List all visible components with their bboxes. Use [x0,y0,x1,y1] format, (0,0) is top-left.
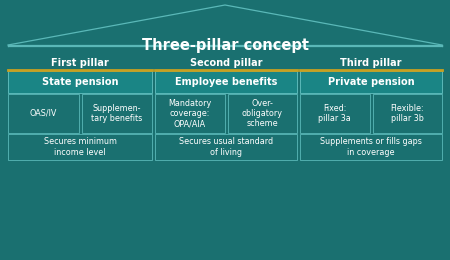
Bar [8,94,78,133]
Text: Supplemen-
tary benefits: Supplemen- tary benefits [91,104,142,123]
Text: Mandatory
coverage:
OPA/AIA: Mandatory coverage: OPA/AIA [168,99,212,128]
Text: OAS/IV: OAS/IV [30,109,57,118]
Bar [155,71,297,93]
Text: Second pillar: Second pillar [190,58,262,68]
Text: Flexible:
pillar 3b: Flexible: pillar 3b [391,104,424,123]
Text: Fixed:
pillar 3a: Fixed: pillar 3a [319,104,351,123]
Text: Employee benefits: Employee benefits [175,77,277,87]
Text: State pension: State pension [42,77,118,87]
Text: Third pillar: Third pillar [340,58,402,68]
Bar [300,134,442,160]
Bar [155,94,225,133]
Bar [228,94,297,133]
Bar [155,134,297,160]
Text: Secures usual standard
of living: Secures usual standard of living [179,137,273,157]
Text: Secures minimum
income level: Secures minimum income level [44,137,117,157]
Bar [300,94,369,133]
Bar [8,134,152,160]
Text: Supplements or fills gaps
in coverage: Supplements or fills gaps in coverage [320,137,422,157]
Text: Three-pillar concept: Three-pillar concept [141,38,309,53]
Text: First pillar: First pillar [51,58,109,68]
Text: Private pension: Private pension [328,77,414,87]
Text: Over-
obligatory
scheme: Over- obligatory scheme [242,99,283,128]
Bar [8,71,152,93]
Bar [300,71,442,93]
Bar [373,94,442,133]
Bar [81,94,152,133]
